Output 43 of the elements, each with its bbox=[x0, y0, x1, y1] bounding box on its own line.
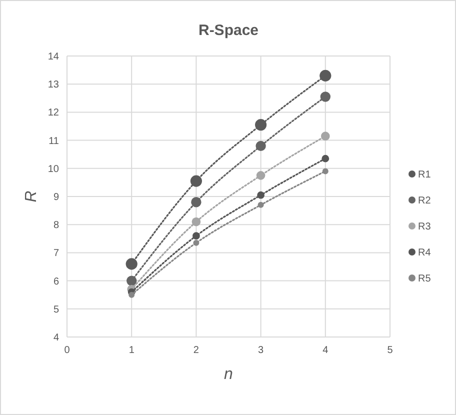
point bbox=[257, 191, 264, 199]
x-tick-label: 1 bbox=[128, 345, 135, 356]
point bbox=[193, 240, 200, 246]
point bbox=[191, 197, 202, 208]
x-axis-title: n bbox=[224, 366, 234, 383]
x-tick-label: 2 bbox=[193, 345, 200, 356]
legend-label: R1 bbox=[418, 170, 432, 180]
x-tick-label: 3 bbox=[258, 345, 264, 356]
y-axis-title: R bbox=[23, 190, 40, 202]
y-tick-label: 11 bbox=[48, 136, 60, 147]
y-tick-label: 5 bbox=[53, 304, 60, 316]
point bbox=[256, 171, 266, 180]
y-tick-label: 10 bbox=[48, 164, 60, 175]
legend-label: R4 bbox=[418, 248, 432, 258]
y-tick-label: 4 bbox=[53, 332, 60, 344]
point bbox=[322, 154, 330, 162]
point bbox=[192, 217, 201, 226]
point bbox=[255, 119, 267, 131]
point bbox=[128, 292, 135, 298]
y-tick-label: 9 bbox=[53, 192, 60, 203]
point bbox=[258, 202, 264, 208]
point bbox=[322, 168, 328, 174]
chart-title: R-Space bbox=[198, 22, 259, 39]
y-tick-label: 6 bbox=[53, 276, 60, 288]
x-tick-label: 0 bbox=[64, 345, 70, 356]
point bbox=[192, 232, 200, 240]
point bbox=[126, 258, 138, 270]
y-tick-label: 8 bbox=[53, 220, 60, 232]
y-tick-label: 13 bbox=[48, 80, 60, 91]
point bbox=[320, 70, 332, 82]
y-tick-label: 14 bbox=[48, 52, 60, 62]
legend-label: R2 bbox=[418, 196, 432, 206]
x-tick-label: 4 bbox=[322, 345, 329, 356]
point bbox=[190, 175, 202, 187]
y-tick-label: 12 bbox=[48, 108, 60, 119]
point bbox=[256, 140, 266, 152]
legend-label: R5 bbox=[418, 274, 432, 284]
y-tick-label: 7 bbox=[53, 248, 60, 260]
point bbox=[126, 276, 137, 286]
x-tick-label: 5 bbox=[387, 345, 394, 356]
legend-label: R3 bbox=[418, 222, 432, 232]
point bbox=[321, 132, 330, 140]
point bbox=[320, 92, 330, 102]
